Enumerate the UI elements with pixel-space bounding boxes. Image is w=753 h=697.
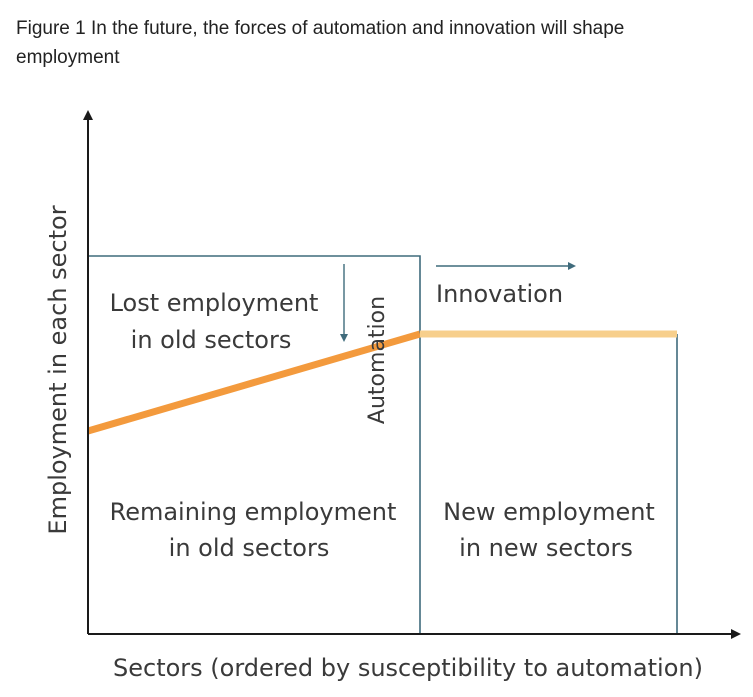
remaining-employment-label-line1: Remaining employment (110, 498, 397, 526)
lost-employment-label-line2: in old sectors (131, 326, 292, 354)
caption-line-2: employment (16, 47, 120, 68)
y-axis-label: Employment in each sector (44, 205, 72, 534)
caption-line-1: Figure 1 In the future, the forces of au… (16, 18, 625, 39)
old-sectors-box (88, 255, 421, 634)
automation-employment-line (87, 330, 421, 435)
automation-label: Automation (365, 296, 390, 424)
innovation-label: Innovation (436, 280, 563, 308)
lost-employment-label-line1: Lost employment (110, 289, 319, 317)
new-employment-label-line1: New employment (443, 498, 655, 526)
figure-caption: Figure 1 In the future, the forces of au… (16, 14, 716, 72)
remaining-employment-label-line2: in old sectors (169, 534, 330, 562)
x-axis-label: Sectors (ordered by susceptibility to au… (113, 654, 703, 682)
new-employment-label-line2: in new sectors (459, 534, 633, 562)
